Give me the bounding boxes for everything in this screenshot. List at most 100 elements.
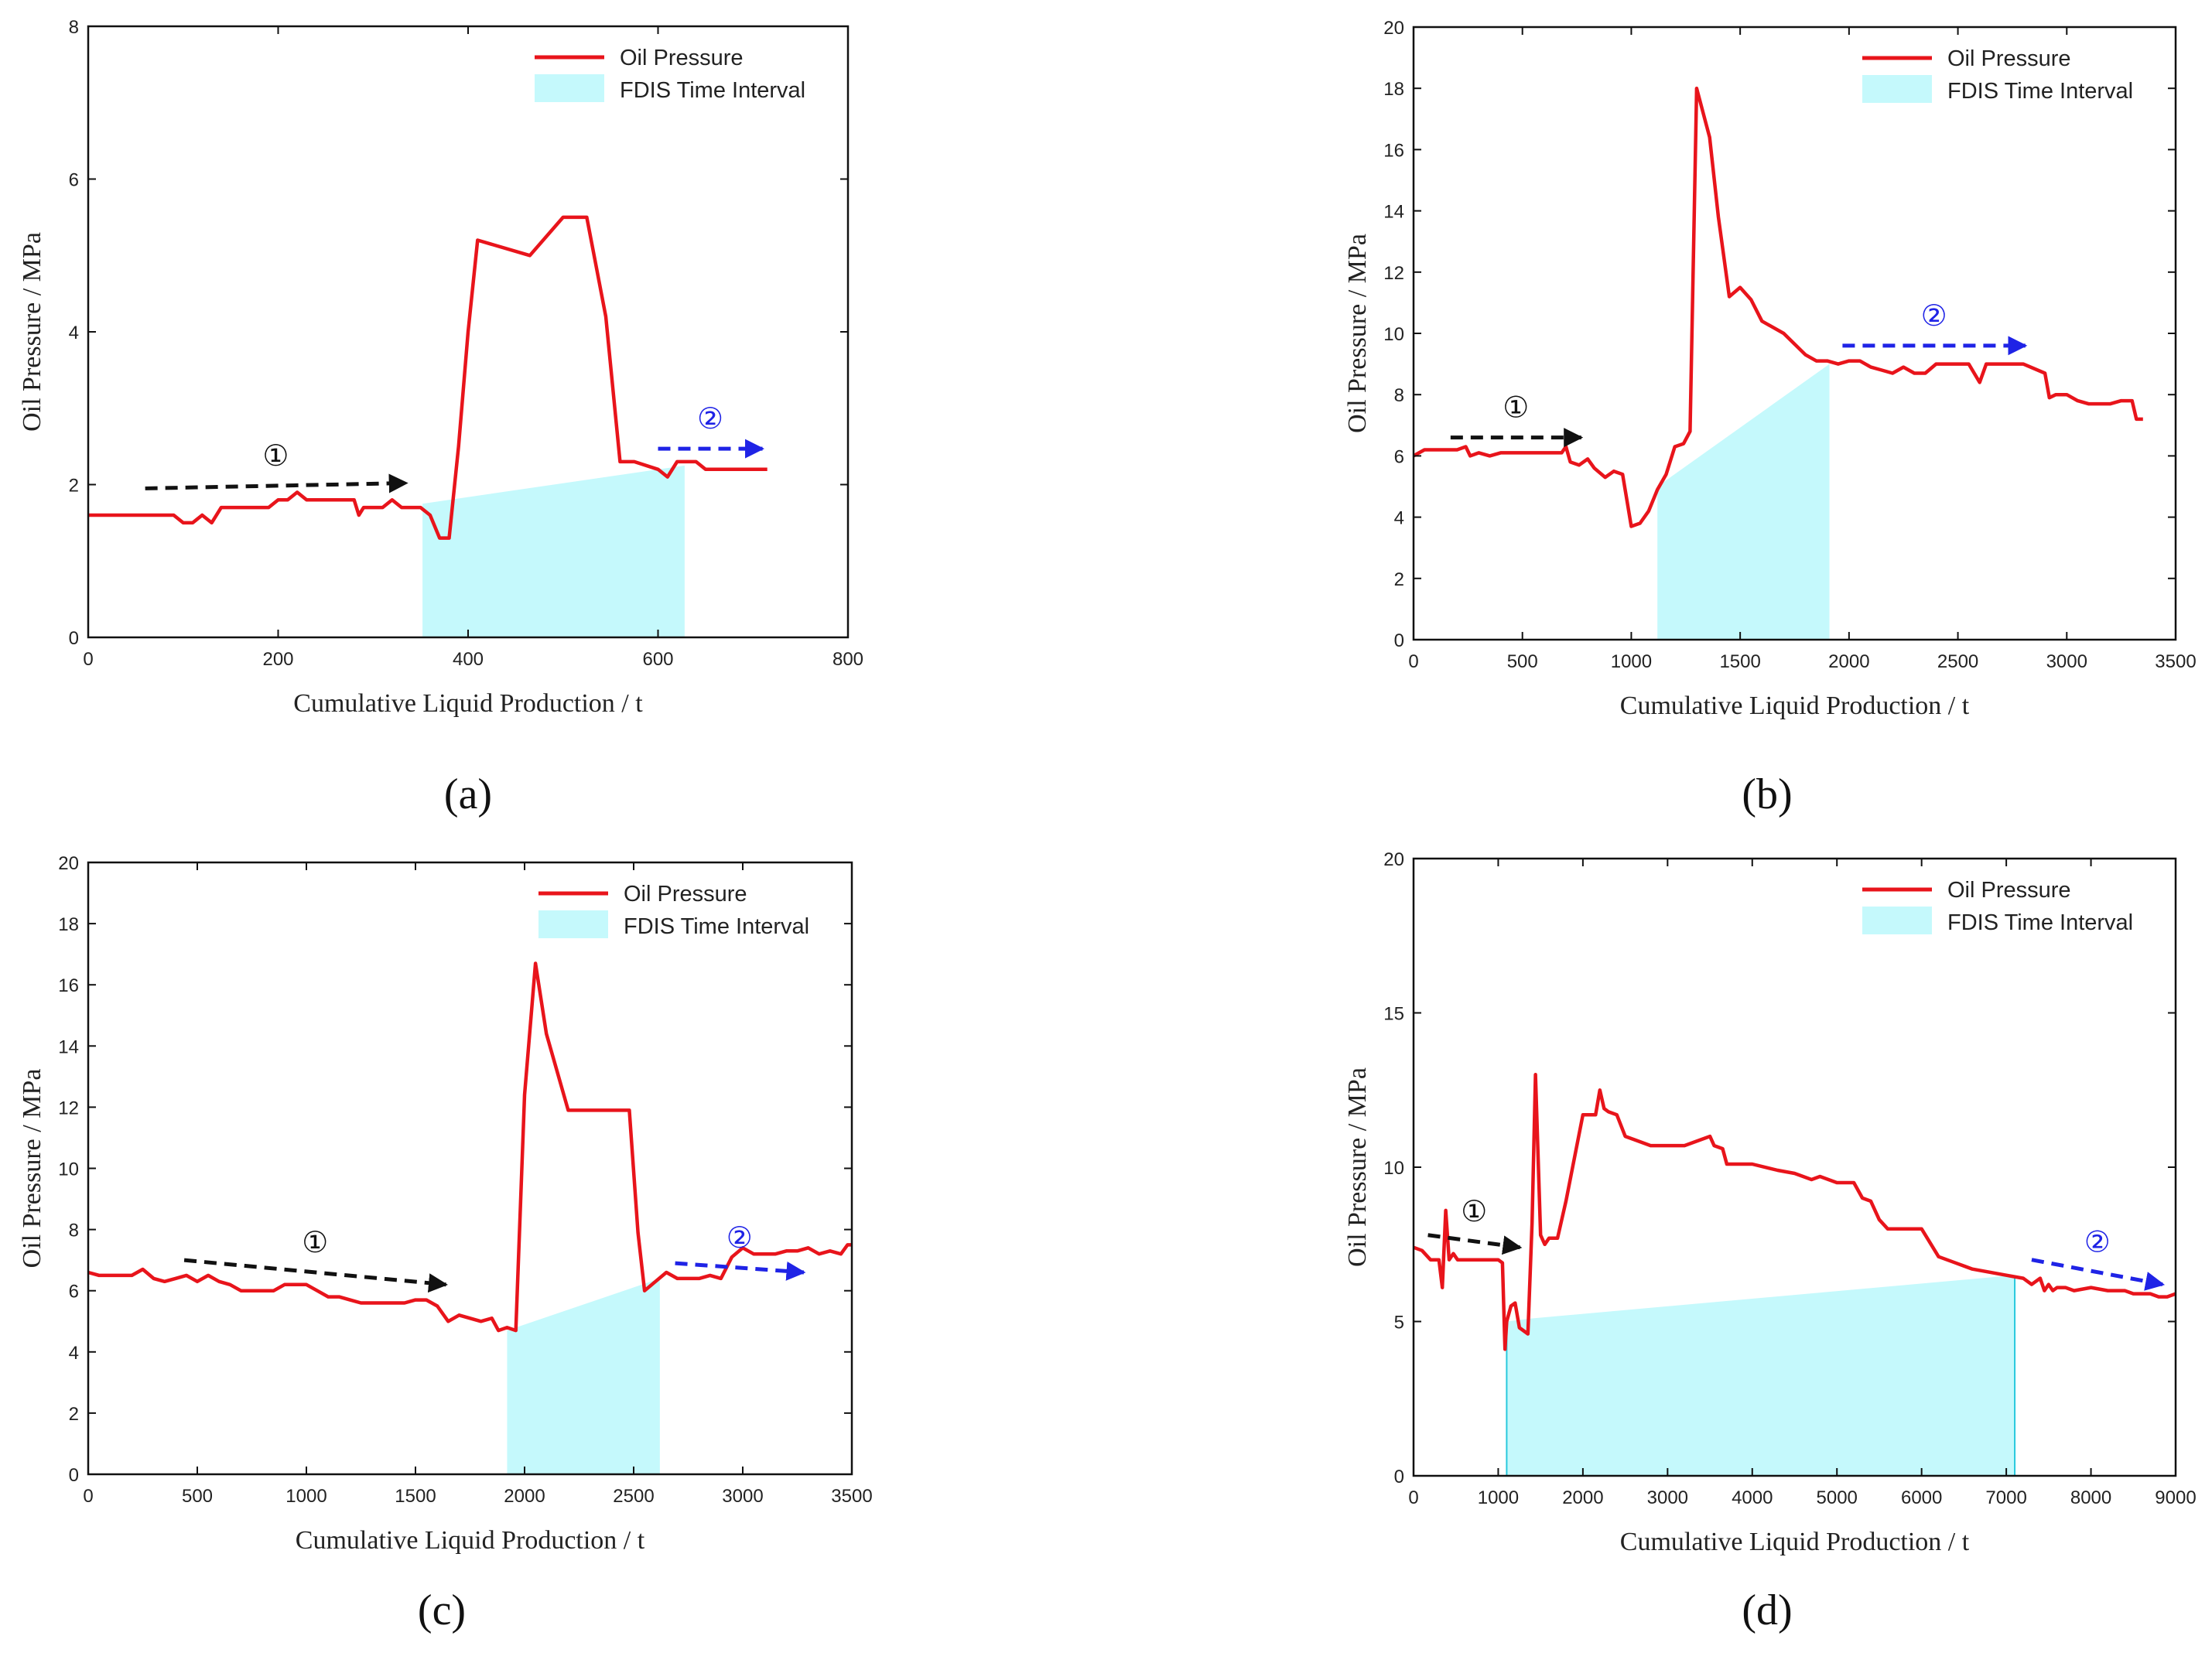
x-tick-label: 3500: [831, 1486, 872, 1507]
y-axis-label: Oil Pressure / MPa: [18, 232, 46, 432]
y-tick-label: 2: [69, 1404, 79, 1425]
panel-label: (a): [444, 770, 492, 818]
legend-label-oil-pressure: Oil Pressure: [624, 882, 747, 907]
x-tick-label: 1000: [1478, 1487, 1519, 1508]
x-tick-label: 500: [1507, 651, 1538, 672]
legend-label-fdis: FDIS Time Interval: [1947, 79, 2133, 104]
y-tick-label: 5: [1394, 1313, 1404, 1333]
chart-panel-b: ① ② 0 500 1000 1500 2000 2500 3000 3500 0 2 4 6 8 10 12 1…: [1343, 18, 2197, 818]
x-tick-label: 1000: [1611, 651, 1652, 672]
fdis-interval-area: [1657, 364, 1830, 640]
legend-area-swatch: [538, 910, 608, 938]
trend-label-2: ②: [727, 1221, 753, 1255]
oil-pressure-line: [88, 215, 768, 540]
y-tick-label: 10: [58, 1159, 79, 1180]
x-tick-label: 9000: [2155, 1487, 2196, 1508]
trend-label-2: ②: [2084, 1225, 2111, 1259]
trend-label-1: ①: [302, 1225, 328, 1259]
fdis-interval-area: [507, 1278, 660, 1474]
trend-label-1: ①: [1461, 1194, 1487, 1228]
x-tick-label: 3000: [2046, 651, 2087, 672]
legend-label-fdis: FDIS Time Interval: [1947, 910, 2133, 935]
legend-area-swatch: [535, 74, 604, 102]
x-tick-label: 1500: [395, 1486, 436, 1507]
trend-arrow-2: [675, 1261, 806, 1281]
y-tick-label: 6: [69, 170, 79, 191]
y-tick-label: 16: [1383, 140, 1404, 161]
trend-arrow-2: [2031, 1258, 2166, 1291]
x-tick-label: 2500: [1937, 651, 1978, 672]
x-tick-label: 8000: [2070, 1487, 2111, 1508]
x-tick-label: 5000: [1817, 1487, 1858, 1508]
legend-label-oil-pressure: Oil Pressure: [1947, 878, 2071, 903]
y-tick-label: 10: [1383, 1158, 1404, 1179]
y-tick-label: 12: [1383, 263, 1404, 284]
fdis-interval-area: [1506, 1275, 2015, 1476]
trend-label-1: ①: [1503, 391, 1529, 425]
x-tick-label: 500: [182, 1486, 213, 1507]
x-tick-label: 3500: [2155, 651, 2196, 672]
plot-frame: [87, 861, 853, 1476]
y-tick-label: 4: [1394, 508, 1404, 529]
x-tick-label: 2000: [1828, 651, 1869, 672]
x-tick-label: 6000: [1901, 1487, 1942, 1508]
x-tick-label: 800: [832, 649, 863, 670]
y-tick-label: 14: [1383, 202, 1404, 223]
oil-pressure-line: [1413, 1073, 2176, 1351]
chart-panel-a: ① ② 0 200 400 600 800 0 2 4 6 8 Cumulative Liquid Pr…: [18, 17, 863, 818]
x-tick-label: 3000: [1647, 1487, 1688, 1508]
trend-label-2: ②: [1921, 299, 1947, 333]
trend-arrow-1: [145, 473, 409, 493]
y-tick-label: 8: [69, 1221, 79, 1241]
y-tick-label: 10: [1383, 324, 1404, 345]
panel-label: (c): [418, 1586, 466, 1634]
trend-arrow-1: [183, 1258, 448, 1293]
x-tick-label: 600: [642, 649, 673, 670]
trend-label-1: ①: [262, 439, 289, 473]
x-tick-label: 400: [453, 649, 484, 670]
y-tick-label: 20: [1383, 849, 1404, 870]
legend-label-fdis: FDIS Time Interval: [620, 78, 805, 103]
legend-area-swatch: [1862, 75, 1932, 103]
y-tick-label: 0: [69, 628, 79, 649]
fdis-interval-area: [422, 465, 685, 637]
x-tick-label: 0: [1408, 651, 1418, 672]
y-tick-label: 0: [1394, 630, 1404, 651]
y-tick-label: 18: [1383, 79, 1404, 100]
x-tick-label: 7000: [1985, 1487, 2026, 1508]
panel-label: (d): [1742, 1586, 1792, 1634]
chart-panel-c: ① ② 0 500 1000 1500 2000 2500 3000 3500 0 2 4 6 8 10 12 1…: [18, 853, 873, 1634]
y-tick-label: 16: [58, 975, 79, 996]
y-axis-label: Oil Pressure / MPa: [18, 1069, 46, 1269]
panel-label: (b): [1742, 770, 1792, 818]
y-tick-label: 8: [69, 17, 79, 38]
y-tick-label: 20: [58, 853, 79, 874]
x-tick-label: 4000: [1732, 1487, 1773, 1508]
x-tick-label: 3000: [722, 1486, 763, 1507]
y-axis-label: Oil Pressure / MPa: [1343, 1067, 1372, 1267]
y-tick-label: 0: [69, 1465, 79, 1486]
x-tick-label: 2000: [1562, 1487, 1603, 1508]
y-tick-label: 14: [58, 1036, 79, 1057]
x-axis-label: Cumulative Liquid Production / t: [1620, 691, 1970, 720]
legend-label-fdis: FDIS Time Interval: [624, 914, 809, 939]
trend-arrow-1: [1427, 1233, 1523, 1255]
y-tick-label: 2: [69, 476, 79, 497]
y-tick-label: 12: [58, 1098, 79, 1118]
x-axis-label: Cumulative Liquid Production / t: [296, 1526, 645, 1555]
y-tick-label: 8: [1394, 385, 1404, 406]
y-tick-label: 0: [1394, 1467, 1404, 1487]
x-axis-label: Cumulative Liquid Production / t: [293, 689, 643, 718]
x-tick-label: 1000: [285, 1486, 327, 1507]
y-tick-label: 6: [1394, 446, 1404, 467]
oil-pressure-line: [1412, 86, 2143, 528]
x-tick-label: 1500: [1719, 651, 1760, 672]
chart-panel-d: ① ② 0 1000 2000 3000 4000 5000 6000 7000 8000 9000 0…: [1343, 849, 2197, 1634]
y-tick-label: 4: [69, 1343, 79, 1364]
trend-label-2: ②: [697, 401, 723, 435]
x-tick-label: 200: [262, 649, 293, 670]
y-tick-label: 2: [1394, 569, 1404, 590]
x-tick-label: 0: [83, 1486, 93, 1507]
y-tick-label: 18: [58, 914, 79, 935]
